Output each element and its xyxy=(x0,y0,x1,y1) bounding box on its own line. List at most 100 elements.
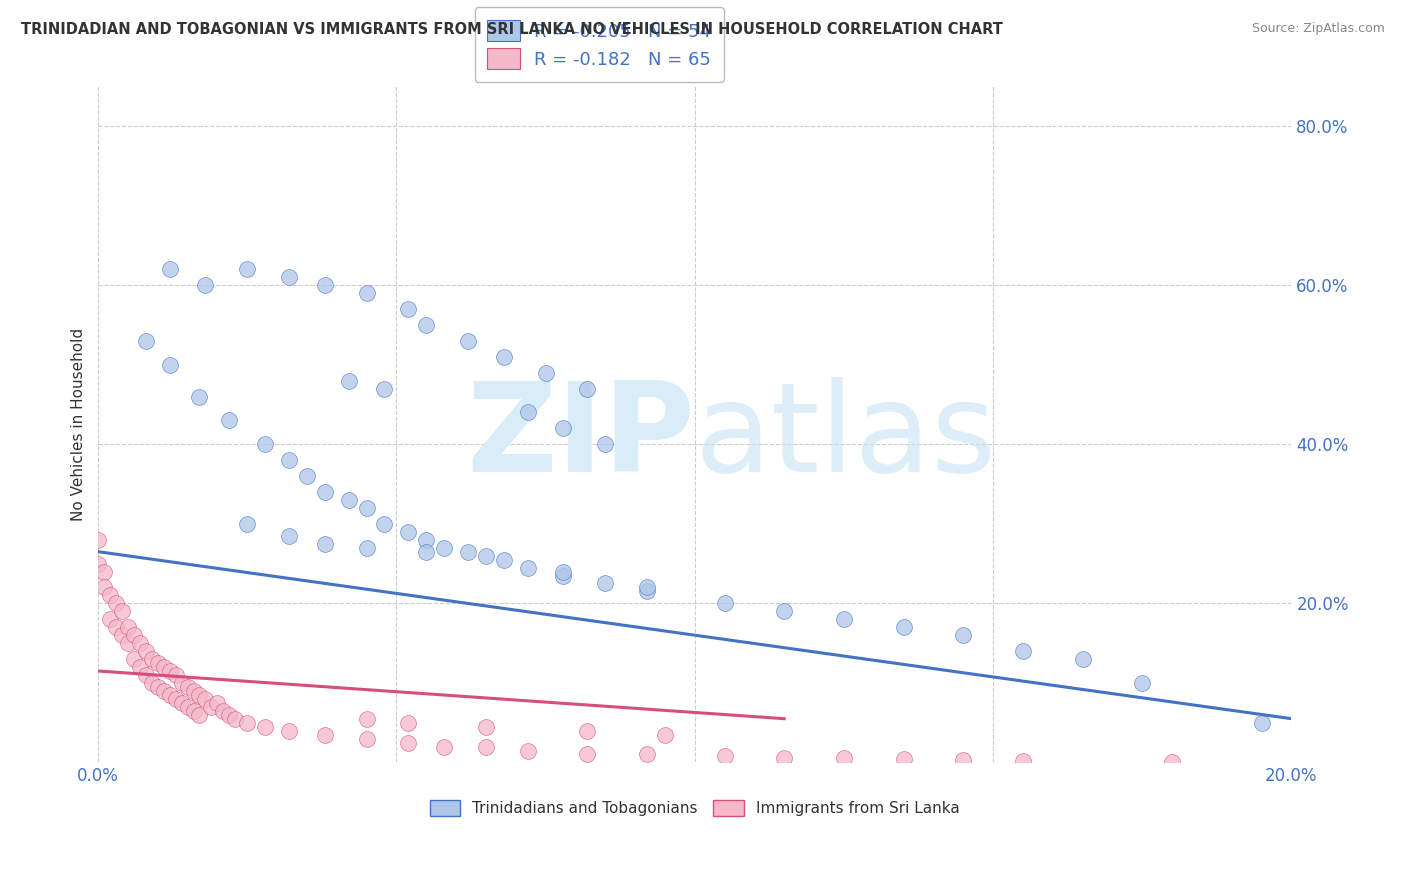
Point xyxy=(152,660,174,674)
Point xyxy=(832,751,855,765)
Point xyxy=(278,723,301,738)
Point xyxy=(218,707,240,722)
Point xyxy=(516,743,538,757)
Point xyxy=(188,688,211,702)
Point xyxy=(415,544,437,558)
Point xyxy=(433,541,456,555)
Point xyxy=(553,568,575,582)
Point xyxy=(122,652,145,666)
Point xyxy=(152,683,174,698)
Point xyxy=(356,731,378,746)
Point xyxy=(159,358,181,372)
Point xyxy=(314,278,336,293)
Legend: Trinidadians and Tobagonians, Immigrants from Sri Lanka: Trinidadians and Tobagonians, Immigrants… xyxy=(423,794,966,822)
Point xyxy=(356,541,378,555)
Point xyxy=(396,735,419,749)
Point xyxy=(146,656,169,670)
Point xyxy=(636,747,658,762)
Text: ZIP: ZIP xyxy=(465,377,695,499)
Point xyxy=(415,318,437,332)
Point xyxy=(176,699,198,714)
Point xyxy=(433,739,456,754)
Point xyxy=(576,382,599,396)
Point xyxy=(128,660,150,674)
Point xyxy=(373,516,395,531)
Point xyxy=(111,604,134,618)
Y-axis label: No Vehicles in Household: No Vehicles in Household xyxy=(72,328,86,521)
Point xyxy=(1130,676,1153,690)
Point xyxy=(212,704,235,718)
Point xyxy=(356,712,378,726)
Point xyxy=(176,680,198,694)
Point xyxy=(492,552,515,566)
Point xyxy=(207,696,229,710)
Point xyxy=(194,278,217,293)
Point xyxy=(104,596,127,610)
Point xyxy=(1012,754,1035,768)
Point xyxy=(396,524,419,539)
Point xyxy=(893,752,915,766)
Point xyxy=(713,749,735,764)
Point xyxy=(337,374,360,388)
Point xyxy=(832,612,855,626)
Point xyxy=(141,652,163,666)
Point xyxy=(1071,652,1094,666)
Point xyxy=(295,469,318,483)
Point xyxy=(135,334,157,348)
Point xyxy=(475,720,498,734)
Point xyxy=(254,720,277,734)
Point xyxy=(773,604,796,618)
Point xyxy=(135,668,157,682)
Point xyxy=(356,500,378,515)
Point xyxy=(218,413,240,427)
Point xyxy=(475,739,498,754)
Point xyxy=(165,668,187,682)
Point xyxy=(893,620,915,634)
Point xyxy=(278,270,301,285)
Point xyxy=(773,750,796,764)
Point xyxy=(553,565,575,579)
Point xyxy=(236,516,259,531)
Point xyxy=(534,366,557,380)
Point xyxy=(159,688,181,702)
Point xyxy=(952,753,974,767)
Point xyxy=(146,680,169,694)
Point xyxy=(457,334,479,348)
Point xyxy=(135,644,157,658)
Point xyxy=(254,437,277,451)
Text: TRINIDADIAN AND TOBAGONIAN VS IMMIGRANTS FROM SRI LANKA NO VEHICLES IN HOUSEHOLD: TRINIDADIAN AND TOBAGONIAN VS IMMIGRANTS… xyxy=(21,22,1002,37)
Point xyxy=(654,728,676,742)
Point xyxy=(415,533,437,547)
Point xyxy=(188,390,211,404)
Point xyxy=(141,676,163,690)
Point xyxy=(87,557,110,571)
Text: Source: ZipAtlas.com: Source: ZipAtlas.com xyxy=(1251,22,1385,36)
Point xyxy=(117,620,139,634)
Point xyxy=(314,537,336,551)
Point xyxy=(188,707,211,722)
Point xyxy=(1161,755,1184,769)
Point xyxy=(159,262,181,277)
Point xyxy=(593,437,616,451)
Point xyxy=(111,628,134,642)
Point xyxy=(1012,644,1035,658)
Point xyxy=(200,699,222,714)
Point xyxy=(457,544,479,558)
Point xyxy=(224,712,246,726)
Point xyxy=(373,382,395,396)
Point xyxy=(576,747,599,762)
Point xyxy=(170,696,193,710)
Point xyxy=(128,636,150,650)
Point xyxy=(122,628,145,642)
Point xyxy=(314,485,336,500)
Point xyxy=(236,262,259,277)
Point xyxy=(713,596,735,610)
Point xyxy=(516,560,538,574)
Point xyxy=(593,576,616,591)
Point xyxy=(93,565,115,579)
Point xyxy=(396,301,419,316)
Point xyxy=(104,620,127,634)
Point xyxy=(492,350,515,364)
Point xyxy=(396,715,419,730)
Point xyxy=(170,676,193,690)
